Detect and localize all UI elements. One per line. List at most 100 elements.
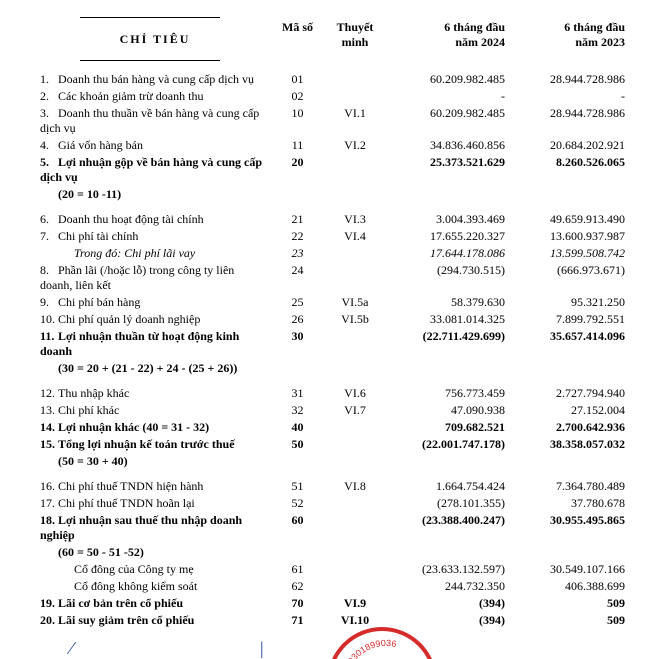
row-note: VI.5a — [325, 295, 385, 310]
row-name: 15.Tổng lợi nhuận kế toán trước thuế — [40, 437, 270, 452]
row-code: 23 — [270, 246, 325, 261]
row-code: 71 — [270, 613, 325, 628]
row-value-2023: 30.955.495.865 — [505, 513, 625, 528]
row-formula: (20 = 10 -11) — [40, 187, 270, 202]
row-value-2023: (666.973.671) — [505, 263, 625, 278]
row-code: 22 — [270, 229, 325, 244]
row-name: 8.Phần lãi (/hoặc lỗ) trong công ty liên… — [40, 263, 270, 293]
row-value-2023: 406.388.699 — [505, 579, 625, 594]
row-value-2023: 8.260.526.065 — [505, 155, 625, 170]
table-row: 8.Phần lãi (/hoặc lỗ) trong công ty liên… — [40, 262, 632, 294]
row-code: 60 — [270, 513, 325, 528]
row-value-2023: 2.727.794.940 — [505, 386, 625, 401]
table-row: 5.Lợi nhuận gộp về bán hàng và cung cấp … — [40, 154, 632, 186]
header-year-2024: 6 tháng đầunăm 2024 — [385, 20, 505, 50]
row-value-2023: 95.321.250 — [505, 295, 625, 310]
row-name: 16.Chi phí thuế TNDN hiện hành — [40, 479, 270, 494]
table-row: 10.Chi phí quản lý doanh nghiệp26VI.5b33… — [40, 311, 632, 328]
row-value-2023: - — [505, 89, 625, 104]
row-value-2024: 60.209.982.485 — [385, 72, 505, 87]
row-value-2023: 13.599.508.742 — [505, 246, 625, 261]
row-code: 20 — [270, 155, 325, 170]
row-code: 10 — [270, 106, 325, 121]
row-value-2024: - — [385, 89, 505, 104]
header-note: Thuyết minh — [325, 20, 385, 50]
signature-2: | — [260, 638, 264, 659]
row-value-2024: (278.101.355) — [385, 496, 505, 511]
table-row: 9.Chi phí bán hàng25VI.5a58.379.63095.32… — [40, 294, 632, 311]
row-value-2024: (23.388.400.247) — [385, 513, 505, 528]
row-name: 11.Lợi nhuận thuần từ hoạt động kinh doa… — [40, 329, 270, 359]
row-name: 4.Giá vốn hàng bán — [40, 138, 270, 153]
row-code: 11 — [270, 138, 325, 153]
table-row-sub: (30 = 20 + (21 - 22) + 24 - (25 + 26)) — [40, 360, 632, 377]
table-row: 2.Các khoản giảm trừ doanh thu02 -- — [40, 88, 632, 105]
row-formula: (30 = 20 + (21 - 22) + 24 - (25 + 26)) — [40, 361, 270, 376]
row-code: 21 — [270, 212, 325, 227]
signature-1: ⁄ — [70, 638, 73, 659]
row-value-2024: (22.001.747.178) — [385, 437, 505, 452]
row-code: 51 — [270, 479, 325, 494]
row-code: 62 — [270, 579, 325, 594]
row-value-2023: 509 — [505, 596, 625, 611]
row-value-2023: 20.684.202.921 — [505, 138, 625, 153]
row-name: 18.Lợi nhuận sau thuế thu nhập doanh ngh… — [40, 513, 270, 543]
row-value-2023: 28.944.728.986 — [505, 106, 625, 121]
row-name: 13.Chi phí khác — [40, 403, 270, 418]
row-value-2023: 38.358.057.032 — [505, 437, 625, 452]
row-value-2024: (294.730.515) — [385, 263, 505, 278]
table-row: 15.Tổng lợi nhuận kế toán trước thuế50(2… — [40, 436, 632, 453]
row-code: 30 — [270, 329, 325, 344]
row-name: 3.Doanh thu thuần về bán hàng và cung cấ… — [40, 106, 270, 136]
row-note: VI.5b — [325, 312, 385, 327]
row-code: 70 — [270, 596, 325, 611]
table-row: 1.Doanh thu bán hàng và cung cấp dịch vụ… — [40, 71, 632, 88]
row-value-2023: 7.899.792.551 — [505, 312, 625, 327]
row-name: 12.Thu nhập khác — [40, 386, 270, 401]
row-value-2023: 509 — [505, 613, 625, 628]
row-name: 7.Chi phí tài chính — [40, 229, 270, 244]
row-formula: (50 = 30 + 40) — [40, 454, 270, 469]
table-row: 17.Chi phí thuế TNDN hoãn lại52(278.101.… — [40, 495, 632, 512]
row-value-2023: 7.364.780.489 — [505, 479, 625, 494]
table-row: Cổ đông không kiểm soát62244.732.350406.… — [40, 578, 632, 595]
header-name: CHỈ TIÊU — [40, 20, 270, 50]
table-row-sub: (60 = 50 - 51 -52) — [40, 544, 632, 561]
row-name: 14.Lợi nhuận khác (40 = 31 - 32) — [40, 420, 270, 435]
row-value-2024: 60.209.982.485 — [385, 106, 505, 121]
table-row: 6.Doanh thu hoạt động tài chính21VI.33.0… — [40, 211, 632, 228]
row-note: VI.9 — [325, 596, 385, 611]
table-row: 11.Lợi nhuận thuần từ hoạt động kinh doa… — [40, 328, 632, 360]
row-name: 19.Lãi cơ bản trên cổ phiếu — [40, 596, 270, 611]
row-value-2024: 3.004.393.469 — [385, 212, 505, 227]
table-row-sub: (20 = 10 -11) — [40, 186, 632, 203]
header-code: Mã số — [270, 20, 325, 50]
row-value-2023: 35.657.414.096 — [505, 329, 625, 344]
row-code: 01 — [270, 72, 325, 87]
row-name: 10.Chi phí quản lý doanh nghiệp — [40, 312, 270, 327]
row-value-2023: 13.600.937.987 — [505, 229, 625, 244]
row-value-2024: 17.644.178.086 — [385, 246, 505, 261]
row-note: VI.10 — [325, 613, 385, 628]
table-row: 13.Chi phí khác32VI.747.090.93827.152.00… — [40, 402, 632, 419]
row-value-2024: 25.373.521.629 — [385, 155, 505, 170]
row-name: Cổ đông của Công ty mẹ — [40, 562, 270, 577]
header-year-2023: 6 tháng đầunăm 2023 — [505, 20, 625, 50]
table-row: 16.Chi phí thuế TNDN hiện hành51VI.81.66… — [40, 478, 632, 495]
row-note: VI.2 — [325, 138, 385, 153]
row-value-2024: 244.732.350 — [385, 579, 505, 594]
row-value-2024: 17.655.220.327 — [385, 229, 505, 244]
row-code: 25 — [270, 295, 325, 310]
row-note: VI.7 — [325, 403, 385, 418]
row-value-2024: 58.379.630 — [385, 295, 505, 310]
row-name: 2.Các khoản giảm trừ doanh thu — [40, 89, 270, 104]
row-code: 26 — [270, 312, 325, 327]
row-name: 1.Doanh thu bán hàng và cung cấp dịch vụ — [40, 72, 270, 87]
row-name: 9.Chi phí bán hàng — [40, 295, 270, 310]
row-code: 02 — [270, 89, 325, 104]
row-code: 52 — [270, 496, 325, 511]
row-name: Trong đó: Chi phí lãi vay — [40, 246, 270, 261]
row-note: VI.1 — [325, 106, 385, 121]
row-note: VI.4 — [325, 229, 385, 244]
row-name: 5.Lợi nhuận gộp về bán hàng và cung cấp … — [40, 155, 270, 185]
